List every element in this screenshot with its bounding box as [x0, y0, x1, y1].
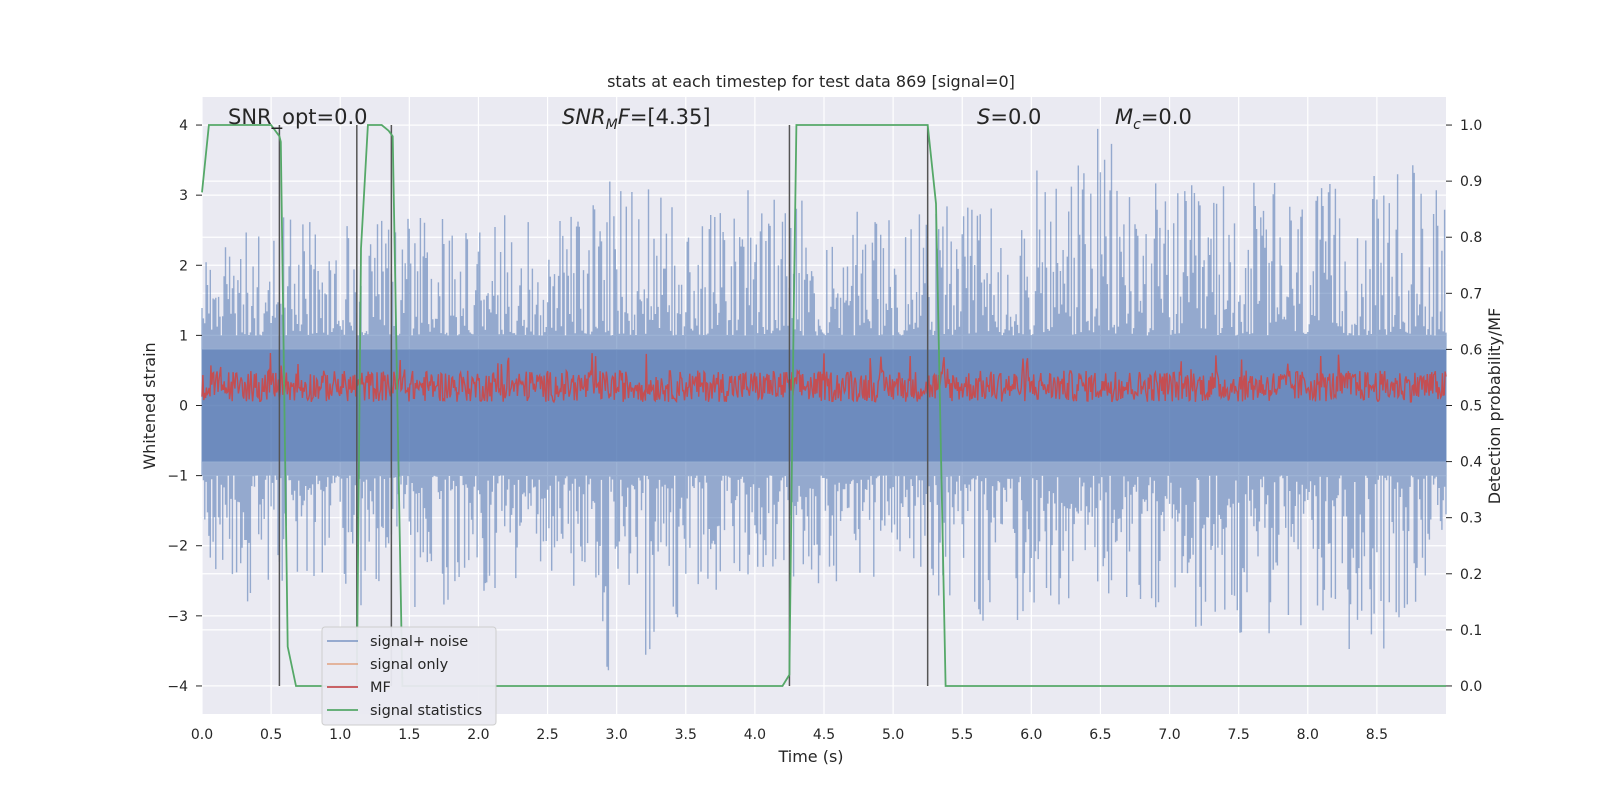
x-tick-label: 4.0 [744, 727, 766, 743]
y2-tick-label: 0.2 [1460, 567, 1482, 583]
chart-title: stats at each timestep for test data 869… [607, 72, 1015, 91]
y-tick-label: −3 [167, 609, 188, 625]
legend-label: signal only [370, 657, 449, 673]
signal-statistics-line [201, 124, 1446, 687]
x-axis-ticks: 0.0 0.5 1.0 1.5 2.0 2.5 3.0 3.5 4.0 4.5 5.0 5.5 6.0 6… [191, 727, 1388, 743]
y2-tick-label: 0.1 [1460, 623, 1482, 639]
y2-tick-label: 0.4 [1460, 455, 1482, 471]
y-tick-label: 4 [179, 118, 188, 134]
x-tick-label: 7.0 [1158, 727, 1180, 743]
legend: signal+ noise signal only MF signal statist… [321, 626, 497, 726]
x-tick-label: 1.0 [329, 727, 351, 743]
y-tick-label: 2 [179, 258, 188, 274]
y2-tick-label: 0.8 [1460, 230, 1482, 246]
x-tick-label: 6.0 [1020, 727, 1042, 743]
x-tick-label: 0.0 [191, 727, 213, 743]
y2-tick-label: 0.7 [1460, 286, 1482, 302]
y-axis-label: Whitened strain [140, 342, 159, 469]
y2-tick-label: 0.6 [1460, 342, 1482, 358]
legend-label: MF [370, 680, 391, 696]
x-tick-label: 6.5 [1089, 727, 1111, 743]
x-tick-label: 8.5 [1366, 727, 1388, 743]
x-tick-label: 2.5 [536, 727, 558, 743]
y2-tick-label: 0.9 [1460, 174, 1482, 190]
mf-series [201, 352, 1447, 404]
y2-tick-label: 0.5 [1460, 399, 1482, 415]
x-tick-label: 2.0 [467, 727, 489, 743]
x-tick-label: 0.5 [260, 727, 282, 743]
signal-statistics-series [201, 124, 1446, 687]
vertical-markers [278, 125, 929, 686]
legend-box [321, 626, 497, 726]
y-tick-label: 1 [179, 328, 188, 344]
annotation-mc: Mc=0.0 [1115, 105, 1192, 133]
x-tick-label: 4.5 [813, 727, 835, 743]
x-tick-label: 3.5 [675, 727, 697, 743]
x-tick-label: 1.5 [398, 727, 420, 743]
annotation-snr-opt: SNR_opt=0.0 [228, 105, 368, 130]
y-tick-label: −4 [167, 679, 188, 695]
y2-tick-label: 1.0 [1460, 118, 1482, 134]
y-tick-label: −2 [167, 539, 188, 555]
annotation-s: S=0.0 [977, 105, 1041, 129]
x-tick-label: 7.5 [1228, 727, 1250, 743]
x-tick-label: 5.0 [882, 727, 904, 743]
annotation-snr-mf: SNRMF=[4.35] [562, 105, 711, 133]
y2-axis-label: Detection probability/MF [1485, 308, 1504, 505]
x-tick-label: 3.0 [606, 727, 628, 743]
legend-label: signal+ noise [370, 634, 468, 650]
y-tick-label: 3 [179, 188, 188, 204]
y2-axis-ticks: 0.0 0.1 0.2 0.3 0.4 0.5 0.6 0.7 0.8 0.9 1.0 [1446, 118, 1482, 695]
y-axis-ticks: −4 −3 −2 −1 0 1 2 3 4 [167, 118, 202, 695]
mf-line [201, 352, 1447, 404]
y2-tick-label: 0.3 [1460, 511, 1482, 527]
x-axis-label: Time (s) [777, 747, 843, 766]
x-tick-label: 8.0 [1297, 727, 1319, 743]
y2-tick-label: 0.0 [1460, 679, 1482, 695]
y-tick-label: 0 [179, 399, 188, 415]
legend-label: signal statistics [370, 703, 482, 719]
y-tick-label: −1 [167, 469, 188, 485]
x-tick-label: 5.5 [951, 727, 973, 743]
